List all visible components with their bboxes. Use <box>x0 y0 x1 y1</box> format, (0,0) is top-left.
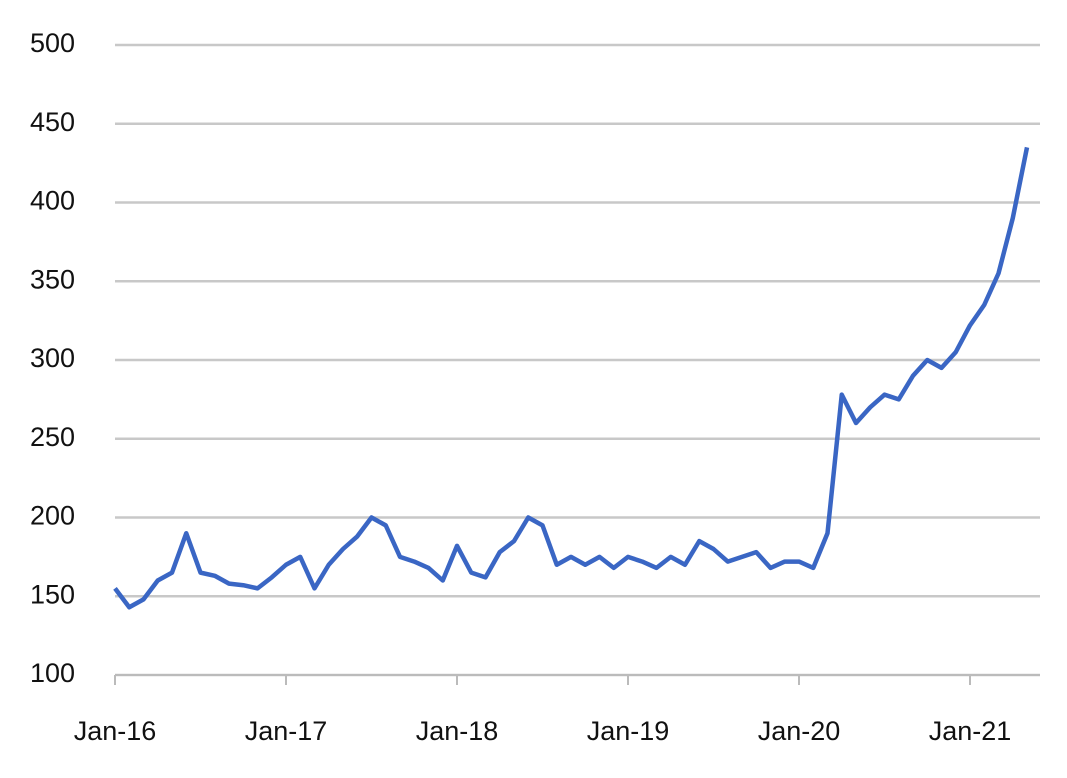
y-tick-label: 350 <box>30 264 75 294</box>
y-tick-label: 150 <box>30 579 75 609</box>
x-tick-label: Jan-19 <box>587 716 670 746</box>
y-tick-label: 200 <box>30 501 75 531</box>
y-tick-label: 300 <box>30 343 75 373</box>
y-tick-label: 250 <box>30 422 75 452</box>
x-tick-label: Jan-20 <box>758 716 841 746</box>
x-tick-label: Jan-16 <box>74 716 157 746</box>
x-tick-label: Jan-21 <box>929 716 1012 746</box>
y-tick-label: 400 <box>30 186 75 216</box>
y-tick-label: 500 <box>30 28 75 58</box>
line-series <box>113 146 1030 610</box>
x-tick-label: Jan-18 <box>416 716 499 746</box>
y-tick-label: 450 <box>30 107 75 137</box>
x-tick-label: Jan-17 <box>245 716 328 746</box>
y-tick-label: 100 <box>30 658 75 688</box>
